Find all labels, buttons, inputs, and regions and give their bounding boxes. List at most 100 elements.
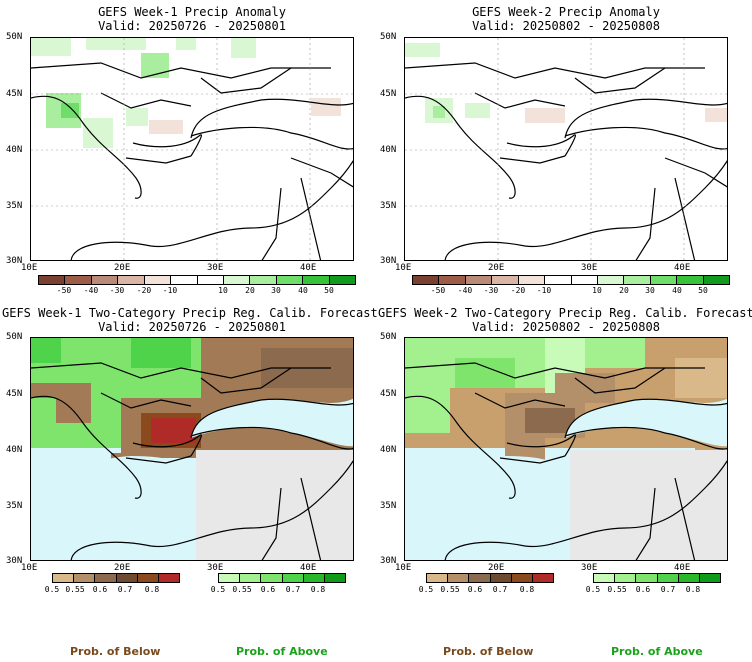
prob-above-colorbar [593, 573, 721, 583]
colorbar-tick: -20 [136, 286, 152, 295]
lat-label: 35N [6, 501, 23, 511]
colorbar-tick: 0.7 [117, 585, 133, 594]
prob-below-colorbar [426, 573, 554, 583]
anomaly-map-graphic [405, 38, 727, 260]
colorbar-tick: -30 [483, 286, 499, 295]
panel-title: GEFS Week-2 Precip Anomaly [472, 5, 660, 19]
lon-label: 20E [114, 263, 131, 273]
map-week2-anomaly [404, 37, 728, 261]
colorbar-tick: 0.8 [519, 585, 535, 594]
colorbar-tick: 20 [245, 286, 255, 295]
colorbar-tick: 40 [672, 286, 682, 295]
lat-label: 35N [380, 501, 397, 511]
colorbar-tick: 0.8 [144, 585, 160, 594]
map-week1-anomaly [30, 37, 354, 261]
lat-label: 30N [6, 256, 23, 266]
lat-label: 45N [380, 389, 397, 399]
lon-label: 20E [488, 263, 505, 273]
colorbar-tick: 10 [218, 286, 228, 295]
prob-below-label: Prob. of Below [443, 645, 534, 658]
lat-label: 40N [6, 145, 23, 155]
lat-label: 30N [380, 256, 397, 266]
prob-below-colorbar [52, 573, 180, 583]
colorbar-tick: 0.6 [92, 585, 108, 594]
colorbar-tick: 0.6 [635, 585, 651, 594]
lon-label: 40E [674, 563, 691, 573]
panel-title: GEFS Week-1 Precip Anomaly [98, 5, 286, 19]
lat-label: 35N [380, 201, 397, 211]
anomaly-colorbar [412, 275, 730, 285]
colorbar-tick: 0.5 [585, 585, 601, 594]
panel-valid-dates: Valid: 20250726 - 20250801 [98, 19, 286, 33]
panel-valid-dates: Valid: 20250726 - 20250801 [98, 320, 286, 334]
lon-label: 30E [207, 263, 224, 273]
colorbar-tick: 30 [271, 286, 281, 295]
prob-above-label: Prob. of Above [611, 645, 703, 658]
lat-label: 45N [380, 89, 397, 99]
prob-below-label: Prob. of Below [70, 645, 161, 658]
colorbar-tick: 0.7 [492, 585, 508, 594]
colorbar-tick: 0.55 [440, 585, 460, 594]
colorbar-tick: 40 [298, 286, 308, 295]
colorbar-tick: -40 [457, 286, 473, 295]
lat-label: 40N [380, 145, 397, 155]
map-week2-probability [404, 337, 728, 561]
probability-map-graphic [31, 338, 353, 560]
colorbar-tick: 0.7 [285, 585, 301, 594]
lon-label: 20E [114, 563, 131, 573]
colorbar-tick: 0.55 [65, 585, 85, 594]
panel-title: GEFS Week-1 Two-Category Precip Reg. Cal… [2, 306, 378, 320]
lat-label: 50N [380, 32, 397, 42]
colorbar-tick: 50 [324, 286, 334, 295]
colorbar-tick: 30 [645, 286, 655, 295]
colorbar-tick: 0.7 [660, 585, 676, 594]
colorbar-tick: 0.55 [607, 585, 627, 594]
lon-label: 20E [488, 563, 505, 573]
lon-label: 10E [21, 263, 38, 273]
colorbar-tick: 0.5 [44, 585, 60, 594]
colorbar-tick: 0.6 [260, 585, 276, 594]
colorbar-tick: -50 [430, 286, 446, 295]
panel-valid-dates: Valid: 20250802 - 20250808 [472, 320, 660, 334]
prob-above-label: Prob. of Above [236, 645, 328, 658]
lat-label: 40N [380, 445, 397, 455]
colorbar-tick: 20 [619, 286, 629, 295]
lon-label: 40E [300, 263, 317, 273]
probability-map-graphic [405, 338, 727, 560]
lat-label: 45N [6, 389, 23, 399]
colorbar-tick: -40 [83, 286, 99, 295]
lat-label: 35N [6, 201, 23, 211]
lat-label: 30N [6, 556, 23, 566]
lon-label: 30E [207, 563, 224, 573]
lon-label: 10E [395, 563, 412, 573]
colorbar-tick: -10 [536, 286, 552, 295]
lon-label: 30E [581, 263, 598, 273]
colorbar-tick: -50 [56, 286, 72, 295]
colorbar-tick: 0.8 [310, 585, 326, 594]
colorbar-tick: -20 [510, 286, 526, 295]
map-week1-probability [30, 337, 354, 561]
anomaly-colorbar [38, 275, 356, 285]
panel-valid-dates: Valid: 20250802 - 20250808 [472, 19, 660, 33]
panel-title: GEFS Week-2 Two-Category Precip Reg. Cal… [378, 306, 752, 320]
lon-label: 40E [674, 263, 691, 273]
colorbar-tick: 0.8 [685, 585, 701, 594]
prob-above-colorbar [218, 573, 346, 583]
lat-label: 50N [6, 332, 23, 342]
lon-label: 10E [21, 563, 38, 573]
lon-label: 10E [395, 263, 412, 273]
lat-label: 50N [380, 332, 397, 342]
lat-label: 40N [6, 445, 23, 455]
colorbar-tick: 50 [698, 286, 708, 295]
colorbar-tick: 10 [592, 286, 602, 295]
colorbar-tick: 0.5 [418, 585, 434, 594]
colorbar-tick: 0.55 [232, 585, 252, 594]
colorbar-tick: 0.6 [467, 585, 483, 594]
lon-label: 30E [581, 563, 598, 573]
lon-label: 40E [300, 563, 317, 573]
colorbar-tick: -30 [109, 286, 125, 295]
lat-label: 30N [380, 556, 397, 566]
lat-label: 45N [6, 89, 23, 99]
colorbar-tick: -10 [162, 286, 178, 295]
colorbar-tick: 0.5 [210, 585, 226, 594]
